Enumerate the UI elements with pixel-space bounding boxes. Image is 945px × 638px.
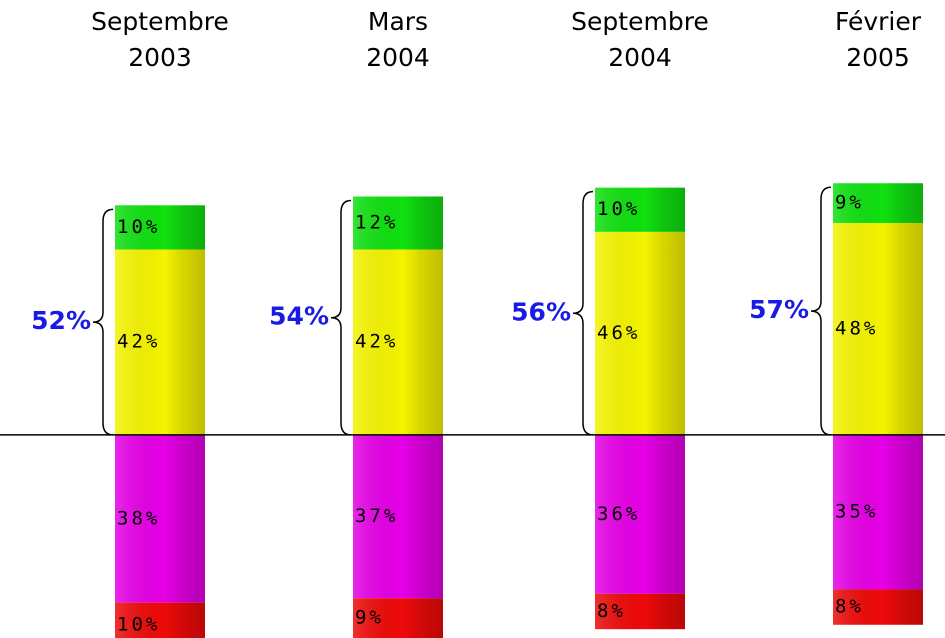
bar-shade — [353, 434, 443, 599]
bar-shade — [833, 589, 923, 625]
total-label: 52% — [31, 306, 91, 335]
bar-shade — [595, 434, 685, 594]
category-label: Mars 2004 — [366, 7, 430, 72]
bar-shade — [115, 434, 205, 603]
segment-label: 12% — [355, 211, 398, 233]
bar-shade — [353, 249, 443, 435]
segment-label: 36% — [597, 503, 640, 525]
segment-label: 35% — [835, 501, 878, 523]
segment-label: 9% — [355, 607, 384, 629]
segment-label: 8% — [597, 600, 626, 622]
segment-label: 10% — [117, 613, 160, 635]
total-brace — [572, 190, 594, 436]
total-label: 54% — [269, 302, 329, 331]
category-label: Septembre 2004 — [571, 7, 709, 72]
segment-label: 48% — [835, 317, 878, 339]
category-label: Septembre 2003 — [91, 7, 229, 72]
total-label: 56% — [511, 297, 571, 326]
segment-label: 8% — [835, 596, 864, 618]
bar-shade — [115, 602, 205, 638]
bar-shade — [353, 598, 443, 638]
total-brace — [92, 208, 114, 436]
bar-shade — [595, 593, 685, 630]
segment-label: 42% — [117, 331, 160, 353]
total-label: 57% — [749, 295, 809, 324]
total-brace — [330, 199, 352, 436]
total-brace — [810, 186, 832, 436]
segment-label: 38% — [117, 507, 160, 529]
category-label: Février 2005 — [835, 7, 922, 72]
bar-shade — [595, 231, 685, 435]
bar-shade — [833, 183, 923, 223]
bar-shade — [115, 249, 205, 435]
segment-label: 42% — [355, 331, 398, 353]
bar-shade — [595, 187, 685, 232]
bar-shade — [833, 434, 923, 590]
segment-label: 46% — [597, 322, 640, 344]
bar-shade — [115, 205, 205, 250]
segment-label: 10% — [117, 216, 160, 238]
bar-shade — [353, 196, 443, 250]
segment-label: 37% — [355, 505, 398, 527]
segment-label: 10% — [597, 198, 640, 220]
bar-shade — [833, 222, 923, 435]
segment-label: 9% — [835, 192, 864, 214]
